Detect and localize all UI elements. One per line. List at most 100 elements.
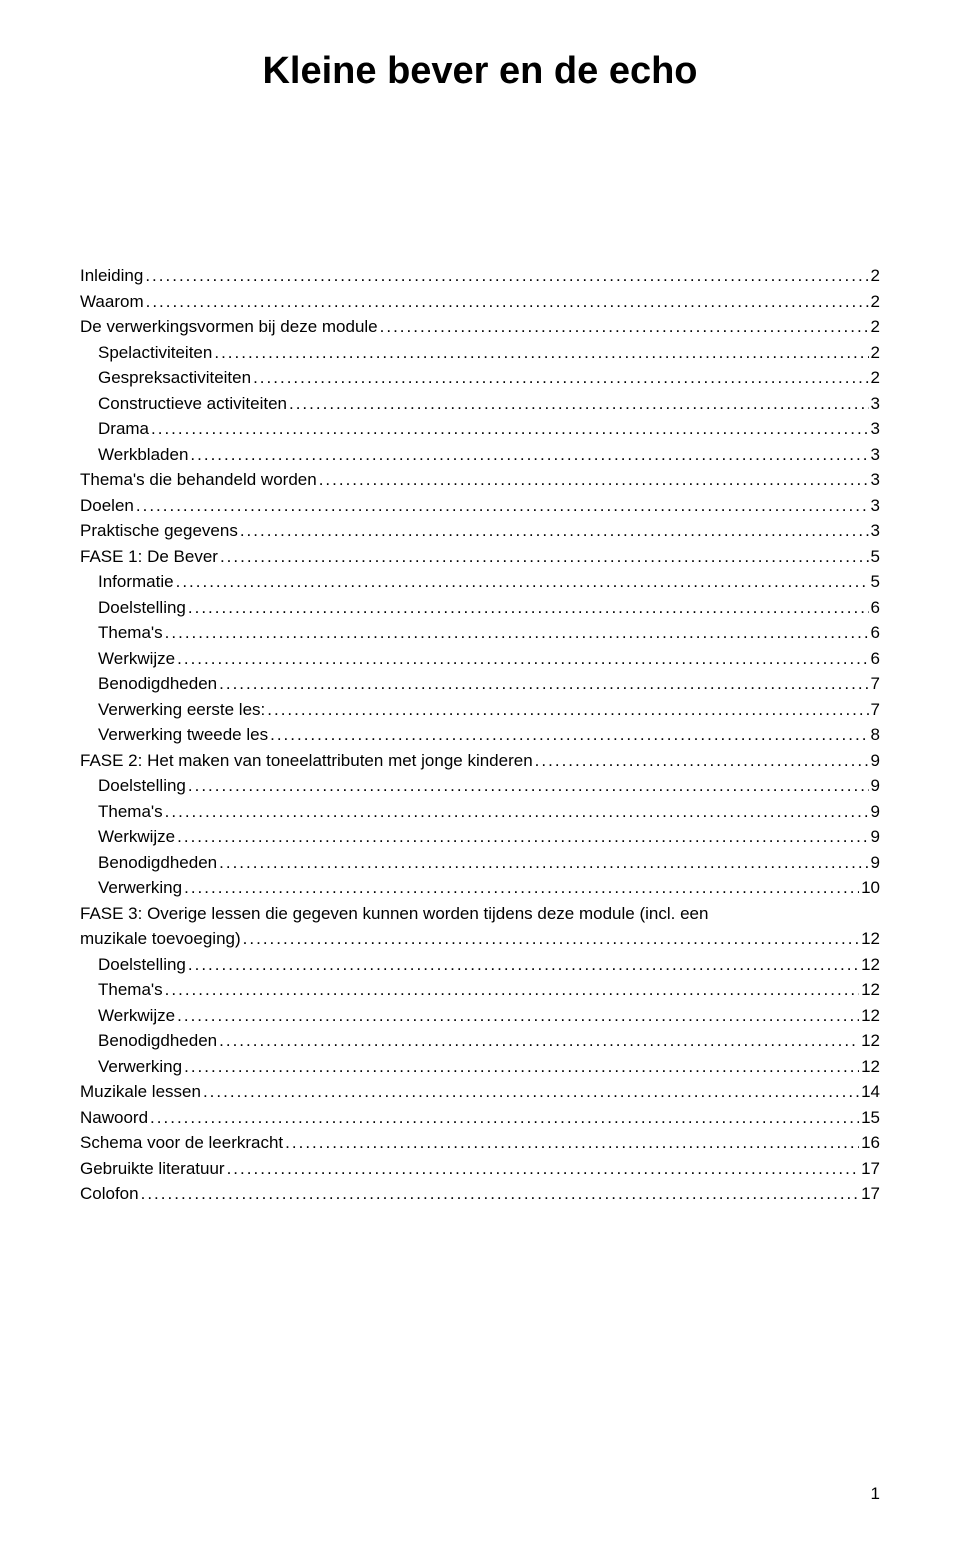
toc-entry: FASE 1: De Bever 5: [80, 544, 880, 570]
toc-leader-dots: [190, 442, 868, 468]
toc-label: Doelstelling: [98, 952, 186, 978]
toc-leader-dots: [165, 620, 869, 646]
toc-entry: Thema's die behandeld worden 3: [80, 467, 880, 493]
toc-page-number: 2: [871, 314, 880, 340]
toc-page-number: 14: [861, 1079, 880, 1105]
toc-entry: Doelstelling 6: [80, 595, 880, 621]
toc-leader-dots: [177, 646, 868, 672]
toc-label: Gespreksactiviteiten: [98, 365, 251, 391]
toc-entry: Verwerking eerste les: 7: [80, 697, 880, 723]
toc-label: Thema's: [98, 620, 163, 646]
toc-page-number: 9: [871, 824, 880, 850]
toc-leader-dots: [188, 773, 869, 799]
toc-entry: Werkwijze 12: [80, 1003, 880, 1029]
toc-page-number: 9: [871, 850, 880, 876]
toc-page-number: 8: [871, 722, 880, 748]
toc-entry: Benodigdheden 7: [80, 671, 880, 697]
toc-leader-dots: [285, 1130, 859, 1156]
toc-leader-dots: [145, 263, 868, 289]
toc-label: Doelen: [80, 493, 134, 519]
toc-leader-dots: [176, 569, 869, 595]
toc-entry: muzikale toevoeging)12: [80, 926, 880, 952]
toc-label: Verwerking tweede les: [98, 722, 268, 748]
toc-entry: Verwerking 10: [80, 875, 880, 901]
toc-page-number: 6: [871, 595, 880, 621]
toc-label: Benodigdheden: [98, 1028, 217, 1054]
toc-leader-dots: [184, 875, 859, 901]
toc-entry: Waarom 2: [80, 289, 880, 315]
toc-leader-dots: [151, 416, 869, 442]
toc-entry: Werkbladen 3: [80, 442, 880, 468]
toc-entry: Muzikale lessen 14: [80, 1079, 880, 1105]
toc-entry: Verwerking tweede les 8: [80, 722, 880, 748]
toc-leader-dots: [214, 340, 868, 366]
toc-leader-dots: [136, 493, 869, 519]
toc-page-number: 6: [871, 646, 880, 672]
toc-leader-dots: [188, 952, 859, 978]
toc-label: Benodigdheden: [98, 671, 217, 697]
toc-label: Werkwijze: [98, 824, 175, 850]
toc-page-number: 2: [871, 263, 880, 289]
toc-leader-dots: [220, 544, 869, 570]
toc-label: FASE 1: De Bever: [80, 544, 218, 570]
toc-leader-dots: [240, 518, 869, 544]
toc-page-number: 7: [871, 697, 880, 723]
toc-entry: FASE 3: Overige lessen die gegeven kunne…: [80, 901, 880, 927]
toc-entry: Spelactiviteiten 2: [80, 340, 880, 366]
toc-entry: Doelen 3: [80, 493, 880, 519]
toc-entry: Verwerking 12: [80, 1054, 880, 1080]
toc-leader-dots: [267, 697, 868, 723]
toc-label: Inleiding: [80, 263, 143, 289]
toc-leader-dots: [319, 467, 869, 493]
toc-label: De verwerkingsvormen bij deze module: [80, 314, 378, 340]
toc-label: Verwerking: [98, 875, 182, 901]
toc-page-number: 17: [861, 1181, 880, 1207]
document-title: Kleine bever en de echo: [80, 50, 880, 93]
toc-entry: Gespreksactiviteiten 2: [80, 365, 880, 391]
toc-entry: Praktische gegevens 3: [80, 518, 880, 544]
toc-leader-dots: [203, 1079, 859, 1105]
toc-label: Colofon: [80, 1181, 139, 1207]
toc-entry: Nawoord 15: [80, 1105, 880, 1131]
toc-entry: Doelstelling 9: [80, 773, 880, 799]
toc-entry: Gebruikte literatuur 17: [80, 1156, 880, 1182]
toc-leader-dots: [177, 824, 868, 850]
toc-page-number: 12: [861, 952, 880, 978]
toc-entry: Benodigdheden 12: [80, 1028, 880, 1054]
toc-leader-dots: [219, 850, 868, 876]
toc-label: Thema's: [98, 977, 163, 1003]
toc-page-number: 5: [871, 569, 880, 595]
toc-page-number: 2: [871, 340, 880, 366]
toc-entry: Inleiding 2: [80, 263, 880, 289]
toc-page-number: 3: [871, 518, 880, 544]
toc-label: muzikale toevoeging): [80, 926, 241, 952]
toc-page-number: 15: [861, 1105, 880, 1131]
toc-label: Constructieve activiteiten: [98, 391, 287, 417]
toc-label: Spelactiviteiten: [98, 340, 212, 366]
toc-entry: De verwerkingsvormen bij deze module 2: [80, 314, 880, 340]
toc-label: Praktische gegevens: [80, 518, 238, 544]
toc-page-number: 12: [861, 1054, 880, 1080]
toc-label: Werkbladen: [98, 442, 188, 468]
document-page: Kleine bever en de echo Inleiding 2Waaro…: [0, 0, 960, 1544]
table-of-contents: Inleiding 2Waarom 2De verwerkingsvormen …: [80, 263, 880, 1207]
toc-leader-dots: [184, 1054, 859, 1080]
toc-label: Werkwijze: [98, 646, 175, 672]
toc-leader-dots: [243, 926, 859, 952]
toc-label: Werkwijze: [98, 1003, 175, 1029]
toc-label: FASE 2: Het maken van toneelattributen m…: [80, 748, 533, 774]
toc-page-number: 3: [871, 391, 880, 417]
toc-leader-dots: [227, 1156, 860, 1182]
toc-label: Informatie: [98, 569, 174, 595]
toc-page-number: 7: [871, 671, 880, 697]
toc-label: Nawoord: [80, 1105, 148, 1131]
toc-label: Waarom: [80, 289, 144, 315]
toc-leader-dots: [219, 1028, 859, 1054]
toc-label: Muzikale lessen: [80, 1079, 201, 1105]
toc-page-number: 3: [871, 442, 880, 468]
toc-leader-dots: [188, 595, 869, 621]
toc-leader-dots: [535, 748, 869, 774]
toc-leader-dots: [253, 365, 868, 391]
toc-label: Thema's: [98, 799, 163, 825]
toc-leader-dots: [141, 1181, 859, 1207]
